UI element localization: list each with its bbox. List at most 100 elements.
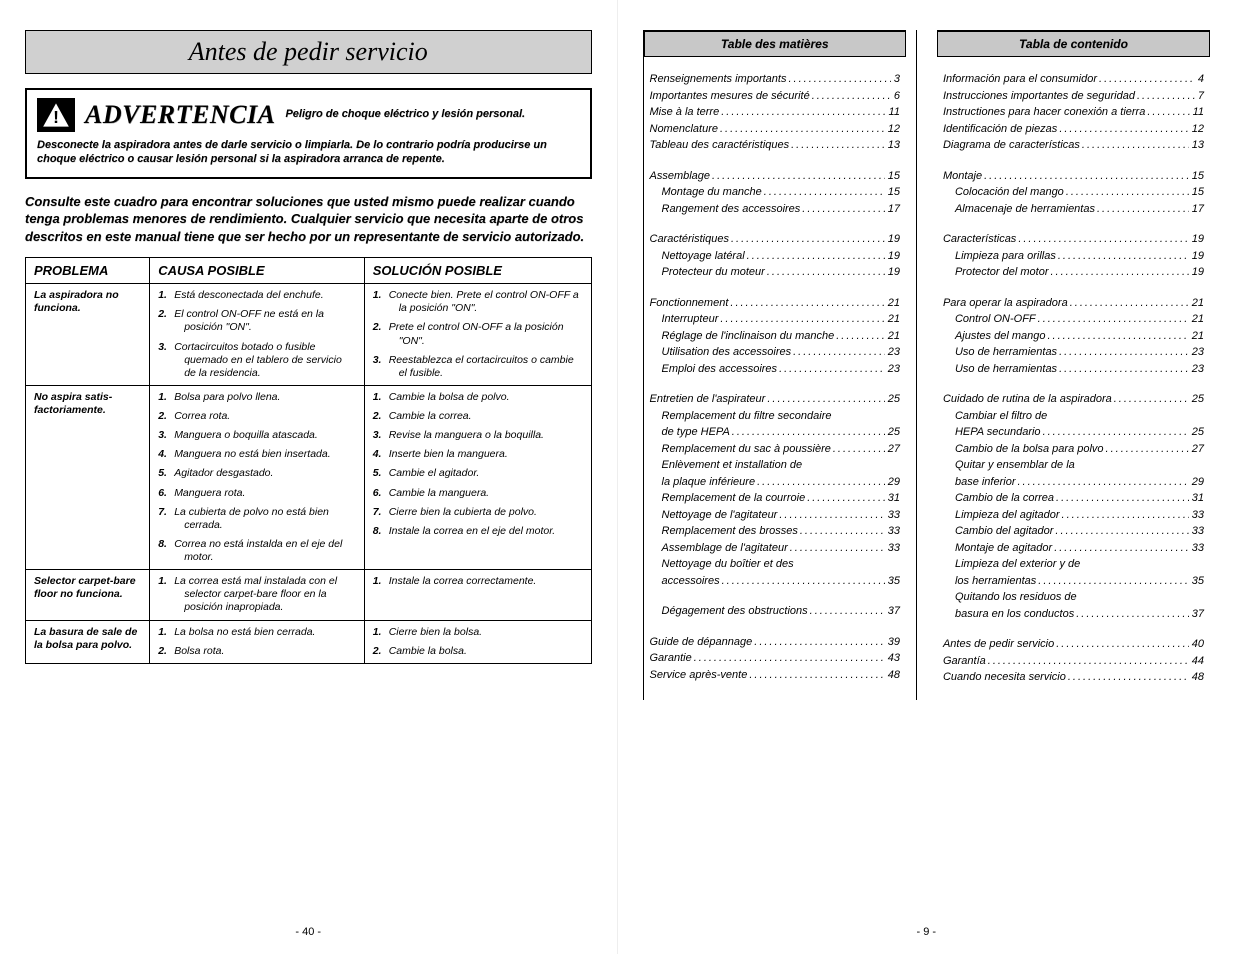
- cause-cell: 1.La bolsa no está bien cerrada. 2.Bolsa …: [150, 621, 365, 663]
- toc-label: Cambio del agitador: [955, 523, 1053, 540]
- toc-dots: [765, 391, 884, 408]
- problem-cell: Selector carpet-bare floor no funciona.: [26, 570, 150, 619]
- toc-page: 19: [885, 264, 900, 281]
- toc-entry: Nettoyage latéral19: [650, 248, 900, 265]
- toc-dots: [719, 104, 885, 121]
- toc-entry: Cambio de la bolsa para polvo27: [943, 441, 1204, 458]
- toc-page: 21: [885, 328, 900, 345]
- table-row: La aspiradora no funciona.1.Está descone…: [26, 284, 591, 386]
- toc-label: Cambiar el filtro de: [955, 408, 1047, 425]
- toc-dots: [728, 295, 884, 312]
- toc-dots: [752, 634, 884, 651]
- toc-entry: Remplacement de la courroie31: [650, 490, 900, 507]
- toc-label: Quitar y ensemblar de la: [955, 457, 1075, 474]
- toc-label: Cuidado de rutina de la aspiradora: [943, 391, 1112, 408]
- toc-entry: Montage du manche15: [650, 184, 900, 201]
- toc-entry: Quitando los residuos de: [943, 589, 1204, 606]
- toc-dots: [1036, 573, 1188, 590]
- toc-page: 33: [1189, 507, 1204, 524]
- col-header-problem: PROBLEMA: [26, 258, 150, 283]
- cause-item: 2.El control ON-OFF ne está en la posici…: [158, 308, 356, 334]
- toc-dots: [1045, 328, 1188, 345]
- toc-label: la plaque inférieure: [662, 474, 756, 491]
- toc-entry: Colocación del mango15: [943, 184, 1204, 201]
- toc-page: 15: [1189, 168, 1204, 185]
- toc-page: 19: [885, 231, 900, 248]
- toc-block: Dégagement des obstructions37: [650, 603, 900, 620]
- toc-label: HEPA secundario: [955, 424, 1041, 441]
- toc-page: 43: [885, 650, 900, 667]
- toc-entry: Tableau des caractéristiques13: [650, 137, 900, 154]
- toc-dots: [1066, 669, 1189, 686]
- toc-label: Cambio de la correa: [955, 490, 1054, 507]
- toc-dots: [798, 523, 885, 540]
- toc-block: Renseignements importants3Importantes me…: [650, 71, 900, 154]
- solution-item: 6.Cambie la manguera.: [373, 487, 583, 500]
- toc-label: Nomenclature: [650, 121, 718, 138]
- toc-label: Instructiones para hacer conexión a tier…: [943, 104, 1145, 121]
- toc-page: 19: [1189, 231, 1204, 248]
- toc-entry: Limpieza para orillas19: [943, 248, 1204, 265]
- toc-label: Garantía: [943, 653, 986, 670]
- toc-label: Mise à la terre: [650, 104, 720, 121]
- toc-dots: [789, 137, 885, 154]
- toc-page: 27: [885, 441, 900, 458]
- toc-entry: Service après-vente48: [650, 667, 900, 684]
- toc-dots: [1112, 391, 1189, 408]
- toc-dots: [1095, 201, 1189, 218]
- toc-label: Nettoyage du boîtier et des: [662, 556, 794, 573]
- toc-entry: Cambio del agitador33: [943, 523, 1204, 540]
- toc-dots: [1057, 344, 1189, 361]
- toc-label: Assemblage de l'agitateur: [662, 540, 788, 557]
- toc-label: Diagrama de características: [943, 137, 1080, 154]
- toc-block: Fonctionnement21Interrupteur21Réglage de…: [650, 295, 900, 378]
- toc-entry: Remplacement du sac à poussière27: [650, 441, 900, 458]
- toc-entry: los herramientas35: [943, 573, 1204, 590]
- toc-dots: [1036, 311, 1189, 328]
- toc-page: 17: [885, 201, 900, 218]
- cause-item: 1.La bolsa no está bien cerrada.: [158, 626, 356, 639]
- toc-page: 19: [1189, 248, 1204, 265]
- cause-item: 2.Correa rota.: [158, 410, 356, 423]
- toc-entry: Guide de dépannage 39: [650, 634, 900, 651]
- toc-label: Renseignements importants: [650, 71, 787, 88]
- toc-page: 25: [1189, 424, 1204, 441]
- toc-label: Características: [943, 231, 1016, 248]
- toc-page: 17: [1189, 201, 1204, 218]
- toc-page: 39: [885, 634, 900, 651]
- toc-label: Guide de dépannage: [650, 634, 753, 651]
- solution-item: 1.Conecte bien. Prete el control ON-OFF …: [373, 289, 583, 315]
- toc-col-french: Table des matières Renseignements import…: [644, 30, 917, 700]
- toc-dots: [745, 248, 885, 265]
- cause-cell: 1.Bolsa para polvo llena.2.Correa rota.3…: [150, 386, 365, 569]
- toc-label: Enlèvement et installation de: [662, 457, 803, 474]
- toc-page: 15: [885, 168, 900, 185]
- cause-item: 5.Agitador desgastado.: [158, 467, 356, 480]
- toc-label: Protector del motor: [955, 264, 1049, 281]
- toc-dots: [777, 507, 884, 524]
- toc-page: 21: [1189, 311, 1204, 328]
- toc-entry: Protector del motor19: [943, 264, 1204, 281]
- toc-dots: [1016, 474, 1189, 491]
- toc-page: 19: [885, 248, 900, 265]
- toc-page: 23: [885, 344, 900, 361]
- solution-item: 1.Cierre bien la bolsa.: [373, 626, 583, 639]
- toc-dots: [810, 88, 891, 105]
- intro-text: Consulte este cuadro para encontrar solu…: [25, 193, 592, 246]
- toc-label: Tableau des caractéristiques: [650, 137, 790, 154]
- toc-entry: Garantie43: [650, 650, 900, 667]
- toc-entry: Utilisation des accessoires23: [650, 344, 900, 361]
- toc-entry: Emploi des accessoires23: [650, 361, 900, 378]
- toc-dots: [729, 231, 885, 248]
- toc-entry: Nomenclature12: [650, 121, 900, 138]
- toc-dots: [808, 603, 885, 620]
- toc-dots: [1074, 606, 1189, 623]
- toc-entry: Enlèvement et installation de: [650, 457, 900, 474]
- toc-dots: [755, 474, 885, 491]
- toc-label: Fonctionnement: [650, 295, 729, 312]
- toc-dots: [831, 441, 885, 458]
- toc-page: 11: [886, 104, 900, 121]
- cause-item: 2.Bolsa rota.: [158, 645, 356, 658]
- toc-dots: [747, 667, 884, 684]
- toc-dots: [720, 573, 885, 590]
